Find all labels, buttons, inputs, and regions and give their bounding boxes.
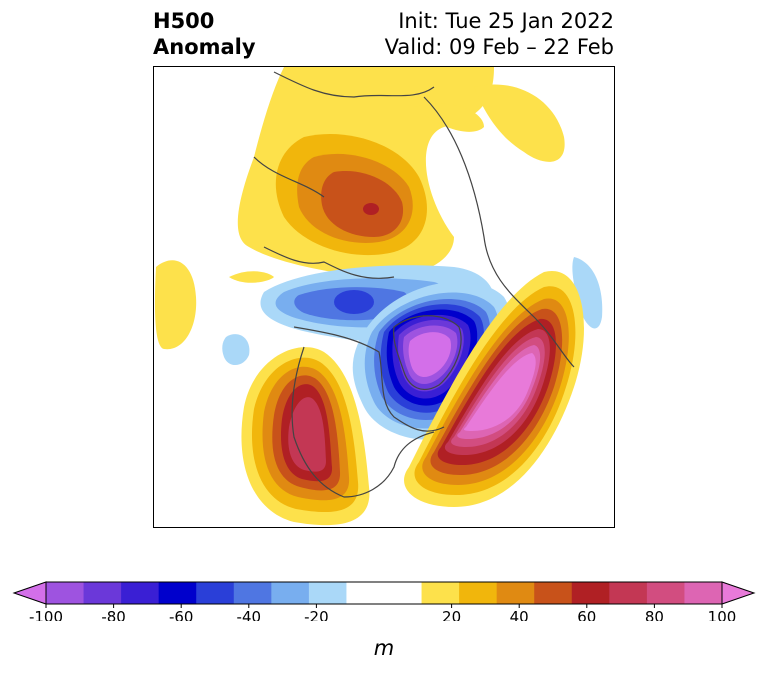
colorbar-segment	[196, 582, 235, 604]
colorbar-outline	[45, 581, 723, 605]
colorbar-segment	[158, 582, 197, 604]
colorbar-segment	[271, 582, 310, 604]
colorbar-segments	[12, 581, 756, 605]
colorbar-segment	[684, 582, 723, 604]
colorbar-tick-label: -20	[304, 608, 329, 621]
colorbar-tick-label: -40	[237, 608, 262, 621]
colorbar-segment	[646, 582, 685, 604]
colorbar-tick-label: 100	[708, 608, 737, 621]
colorbar-unit-label: m	[373, 636, 395, 660]
map-title: H500 Anomaly	[153, 8, 256, 60]
colorbar-tick-label: 20	[442, 608, 461, 621]
colorbar-segment	[609, 582, 648, 604]
colorbar-tick-label: 80	[645, 608, 664, 621]
colorbar-tick-label: -80	[101, 608, 126, 621]
colorbar-tick-label: 60	[577, 608, 596, 621]
valid-range: Valid: 09 Feb – 22 Feb	[384, 35, 614, 59]
colorbar-segment	[233, 582, 272, 604]
colorbar-segment	[459, 582, 498, 604]
pacific-negative-patch	[222, 334, 250, 366]
colorbar-segment	[534, 582, 573, 604]
colorbar-segment	[83, 582, 122, 604]
pacific-positive-patch	[154, 260, 197, 350]
west-america-positive-anomaly	[241, 347, 370, 526]
colorbar-segment	[421, 582, 460, 604]
anomaly-map	[153, 66, 615, 528]
init-date: Init: Tue 25 Jan 2022	[398, 9, 614, 33]
colorbar-segment	[121, 582, 160, 604]
colorbar-segment	[571, 582, 610, 604]
coastlines	[253, 71, 575, 498]
colorbar-segment	[496, 582, 535, 604]
colorbar-segment	[46, 582, 85, 604]
atlantic-positive-anomaly	[404, 270, 584, 507]
title-line-1: H500	[153, 9, 215, 33]
colorbar-segment	[308, 582, 347, 604]
siberia-negative-patch	[572, 257, 603, 329]
colorbar-tick-label: -100	[29, 608, 63, 621]
colorbar-extend-min	[12, 581, 47, 605]
colorbar-segment	[384, 582, 423, 604]
colorbar-tick-label: -60	[169, 608, 194, 621]
title-line-2: Anomaly	[153, 35, 256, 59]
valid-period: Init: Tue 25 Jan 2022 Valid: 09 Feb – 22…	[385, 8, 614, 60]
anomaly-map-canvas	[154, 67, 603, 526]
eurasia-positive-anomaly	[229, 67, 565, 283]
colorbar: -100 -80 -60 -40 -20 20 40 60 80 100	[12, 581, 756, 621]
colorbar-segment	[346, 582, 385, 604]
colorbar-extend-max	[721, 581, 756, 605]
colorbar-tick-label: 40	[510, 608, 529, 621]
colorbar-ticks: -100 -80 -60 -40 -20 20 40 60 80 100	[29, 604, 736, 621]
